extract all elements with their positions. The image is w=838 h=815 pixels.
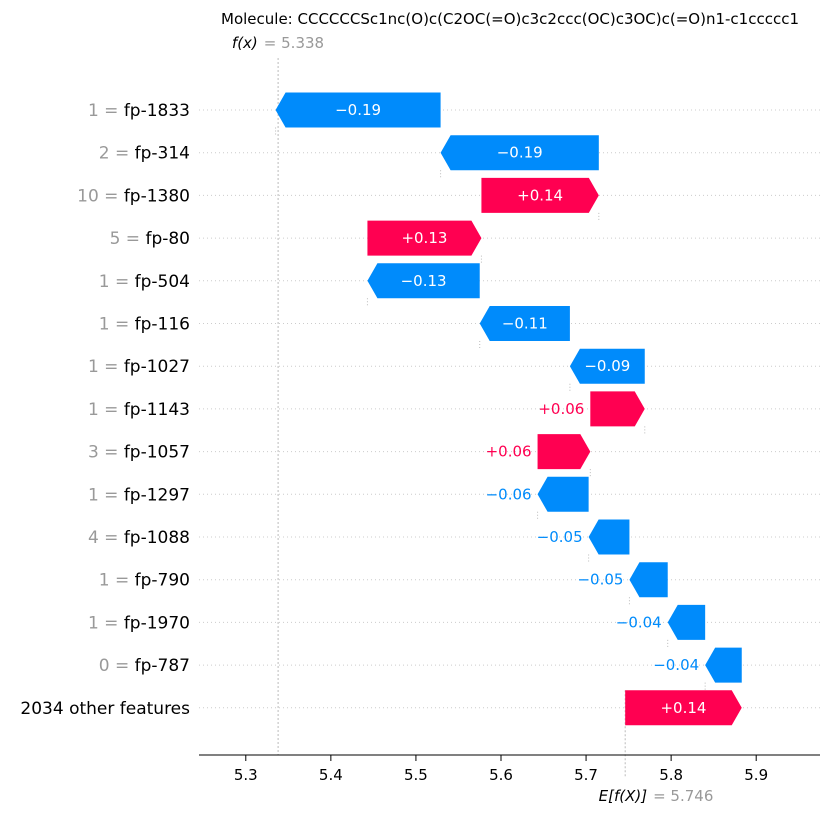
negative-bar	[667, 604, 706, 640]
bar-value-label: +0.06	[538, 400, 584, 418]
feature-label: 1 = fp-1297	[88, 485, 190, 505]
feature-name: 2034 other features	[20, 699, 190, 719]
feature-value: 4 =	[88, 528, 124, 548]
x-tick-label: 5.5	[404, 766, 428, 784]
feature-value: 1 =	[88, 101, 124, 121]
bar-value-label: +0.14	[660, 699, 706, 717]
feature-value: 1 =	[88, 357, 124, 377]
expected-label: E[f(X)]	[599, 787, 648, 805]
feature-label: 4 = fp-1088	[88, 528, 190, 548]
feature-label: 10 = fp-1380	[77, 186, 190, 206]
bar-value-label: −0.13	[401, 272, 447, 290]
x-tick-label: 5.7	[574, 766, 598, 784]
fx-annotation: f(x) = 5.338	[232, 34, 324, 52]
negative-bar	[440, 135, 599, 171]
expected-value: = 5.746	[653, 787, 713, 805]
feature-label: 1 = fp-504	[99, 272, 190, 292]
bar-value-label: −0.11	[502, 315, 548, 333]
negative-bar	[367, 263, 480, 299]
bar-value-label: −0.05	[577, 571, 623, 589]
x-tick-label: 5.9	[744, 766, 768, 784]
feature-name: fp-1380	[124, 186, 190, 206]
positive-bar	[537, 434, 591, 470]
feature-label: 2034 other features	[20, 699, 190, 719]
positive-bar	[625, 690, 742, 726]
feature-name: fp-1833	[124, 101, 190, 121]
feature-name: fp-1057	[124, 443, 190, 463]
feature-name: fp-314	[135, 144, 190, 164]
bar-value-label: +0.14	[517, 186, 563, 204]
feature-name: fp-1297	[124, 485, 190, 505]
feature-name: fp-1970	[124, 613, 190, 633]
chart-title: Molecule: CCCCCCSc1nc(O)c(C2OC(=O)c3c2cc…	[221, 10, 799, 28]
expected-value-annotation: E[f(X)] = 5.746	[599, 787, 714, 805]
x-tick-label: 5.4	[319, 766, 343, 784]
negative-bar	[588, 519, 630, 555]
feature-labels: 1 = fp-1833 2 = fp-314 10 = fp-1380 5 = fp-…	[20, 101, 190, 719]
feature-label: 1 = fp-1833	[88, 101, 190, 121]
bar-value-label: −0.19	[497, 144, 543, 162]
feature-value: 5 =	[110, 229, 146, 249]
feature-value: 10 =	[77, 186, 124, 206]
reference-lines	[277, 58, 626, 777]
bar-value-label: +0.06	[486, 443, 532, 461]
fx-value: = 5.338	[264, 34, 324, 52]
feature-label: 1 = fp-1027	[88, 357, 190, 377]
feature-value: 2 =	[99, 144, 135, 164]
negative-bar	[537, 476, 589, 512]
bar-connectors	[275, 127, 706, 691]
positive-bar	[590, 391, 645, 427]
feature-name: fp-1143	[124, 400, 190, 420]
feature-value: 1 =	[88, 485, 124, 505]
feature-name: fp-504	[135, 272, 190, 292]
feature-label: 3 = fp-1057	[88, 443, 190, 463]
feature-label: 1 = fp-1970	[88, 613, 190, 633]
positive-bar	[481, 177, 599, 213]
feature-name: fp-787	[135, 656, 190, 676]
feature-name: fp-116	[135, 315, 190, 335]
feature-name: fp-1027	[124, 357, 190, 377]
feature-label: 2 = fp-314	[99, 144, 190, 164]
feature-label: 1 = fp-116	[99, 315, 190, 335]
bar-value-label: −0.04	[653, 656, 699, 674]
bar-value-label: +0.13	[401, 229, 447, 247]
feature-value: 1 =	[99, 571, 135, 591]
feature-name: fp-1088	[124, 528, 190, 548]
feature-value: 1 =	[99, 315, 135, 335]
feature-value: 1 =	[88, 613, 124, 633]
feature-value: 1 =	[88, 400, 124, 420]
x-tick-label: 5.3	[234, 766, 258, 784]
feature-label: 5 = fp-80	[110, 229, 190, 249]
bar-value-label: −0.04	[616, 613, 662, 631]
negative-bar	[275, 92, 441, 128]
feature-value: 1 =	[99, 272, 135, 292]
x-axis: 5.3 5.4 5.5 5.6 5.7 5.8 5.9	[199, 754, 820, 784]
contribution-bars: −0.19 −0.19 +0.14 +0.13 −0.13 −0.11 −0.09 +0.06…	[275, 92, 742, 726]
x-tick-label: 5.8	[659, 766, 683, 784]
negative-bar	[705, 647, 742, 683]
fx-label: f(x)	[232, 34, 258, 52]
feature-value: 0 =	[99, 656, 135, 676]
feature-label: 0 = fp-787	[99, 656, 190, 676]
feature-label: 1 = fp-1143	[88, 400, 190, 420]
feature-name: fp-80	[145, 229, 190, 249]
bar-value-label: −0.19	[335, 101, 381, 119]
negative-bar	[569, 348, 645, 384]
bar-value-label: −0.09	[584, 357, 630, 375]
bar-value-label: −0.05	[537, 528, 583, 546]
feature-value: 3 =	[88, 443, 124, 463]
bar-value-label: −0.06	[486, 485, 532, 503]
feature-name: fp-790	[135, 571, 190, 591]
feature-label: 1 = fp-790	[99, 571, 190, 591]
x-tick-label: 5.6	[489, 766, 513, 784]
negative-bar	[479, 306, 570, 341]
negative-bar	[629, 562, 668, 598]
positive-bar	[367, 220, 482, 256]
